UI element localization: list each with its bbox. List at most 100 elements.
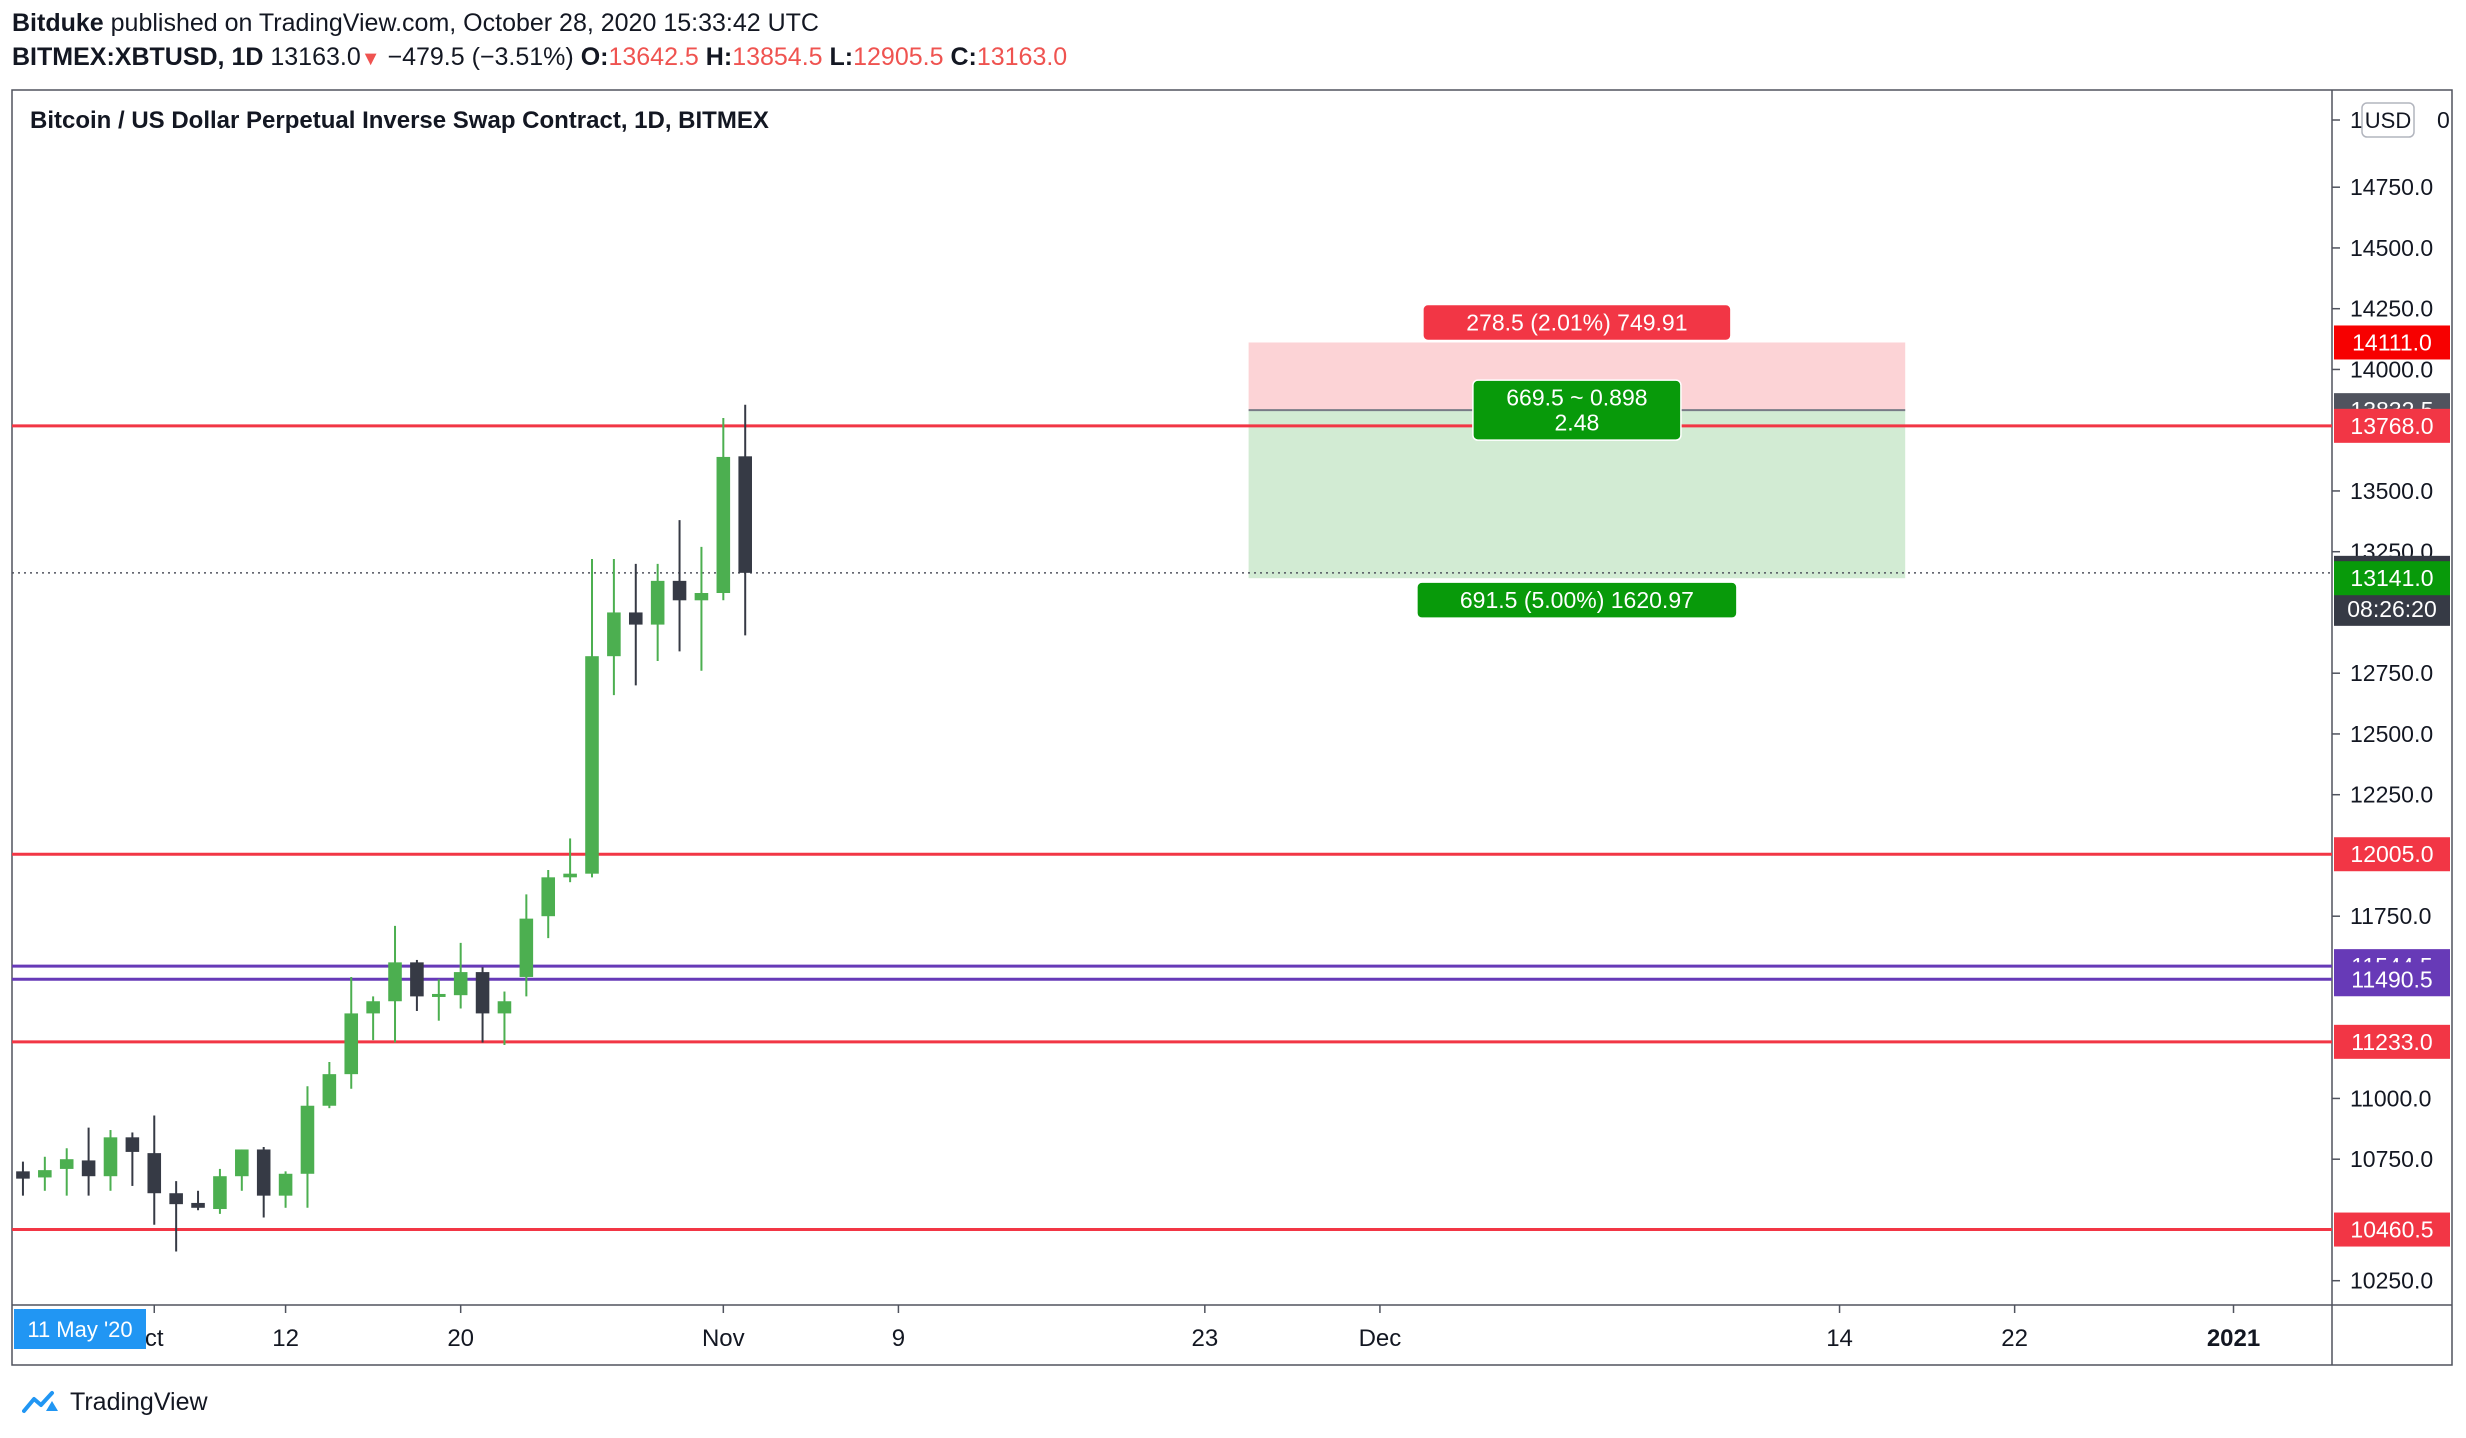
author-name[interactable]: Bitduke bbox=[12, 9, 104, 37]
open-value: 13642.5 bbox=[608, 43, 699, 71]
countdown-label bbox=[2334, 591, 2450, 626]
symbol-label: BITMEX:XBTUSD, 1D bbox=[12, 43, 264, 71]
low-value: 12905.5 bbox=[853, 43, 944, 71]
date-badge bbox=[14, 1309, 146, 1349]
candle-body bbox=[541, 877, 556, 917]
tradingview-logo-icon bbox=[22, 1391, 58, 1413]
candle-body bbox=[410, 962, 424, 997]
x-tick-label: 9 bbox=[892, 1325, 905, 1352]
candle-body bbox=[235, 1149, 249, 1177]
y-tick-label: 10250.0 bbox=[2350, 1268, 2433, 1294]
tradingview-brand-text: TradingView bbox=[70, 1387, 208, 1416]
y-tick-label: 0 bbox=[2437, 107, 2450, 133]
candle-body bbox=[694, 593, 709, 601]
candle-body bbox=[278, 1173, 293, 1196]
target-price-label-text: 13141.0 bbox=[2350, 565, 2433, 591]
candle-body bbox=[38, 1170, 52, 1178]
position-target-label-text: 691.5 (5.00%) 1620.97 bbox=[1460, 587, 1694, 613]
level-price-label bbox=[2334, 837, 2450, 872]
y-tick-label: 1 bbox=[2350, 107, 2363, 133]
candle-body bbox=[169, 1193, 183, 1205]
y-tick-label: 12750.0 bbox=[2350, 660, 2433, 686]
candle-body bbox=[453, 972, 468, 996]
y-tick-label: 14000.0 bbox=[2350, 356, 2433, 382]
candle-body bbox=[213, 1176, 227, 1210]
y-tick-label: 12500.0 bbox=[2350, 721, 2433, 747]
candle-body bbox=[475, 972, 490, 1014]
position-ratio-label-text: 669.5 ~ 0.898 bbox=[1506, 385, 1647, 411]
level-price-label-text: 11233.0 bbox=[2351, 1029, 2432, 1055]
tradingview-branding[interactable]: TradingView bbox=[22, 1382, 208, 1422]
position-stop-label[interactable] bbox=[1422, 303, 1732, 342]
candle-body bbox=[16, 1171, 30, 1179]
low-label: L: bbox=[829, 43, 854, 71]
level-price-label-text: 13768.0 bbox=[2350, 413, 2433, 439]
candle-body bbox=[672, 580, 687, 601]
candle-body bbox=[563, 873, 577, 878]
level-price-label-text: 10460.5 bbox=[2350, 1217, 2433, 1243]
candle-body bbox=[497, 1001, 512, 1014]
date-badge-text: 11 May '20 bbox=[27, 1317, 132, 1342]
position-ratio-label-text: 2.48 bbox=[1555, 410, 1600, 436]
candle-body bbox=[366, 1001, 380, 1014]
x-tick-label: Nov bbox=[702, 1325, 745, 1352]
high-label: H: bbox=[705, 43, 733, 71]
countdown-label-text: 08:26:20 bbox=[2347, 596, 2437, 622]
y-tick-label: 14500.0 bbox=[2350, 235, 2433, 261]
chart-title: Bitcoin / US Dollar Perpetual Inverse Sw… bbox=[30, 107, 769, 134]
chart-frame bbox=[11, 89, 2453, 1366]
x-tick-label: 22 bbox=[2001, 1325, 2028, 1352]
candle-body bbox=[650, 580, 665, 625]
x-tick-label: 14 bbox=[1826, 1325, 1853, 1352]
target-price-label bbox=[2334, 561, 2450, 596]
candle-body bbox=[300, 1105, 315, 1174]
currency-button-label[interactable]: USD bbox=[2365, 108, 2411, 133]
level-price-label-text: 11490.5 bbox=[2351, 966, 2432, 992]
position-ratio-label[interactable] bbox=[1472, 379, 1682, 441]
level-price-label bbox=[2334, 1212, 2450, 1247]
candle-body bbox=[388, 962, 402, 1002]
candle-body bbox=[432, 993, 446, 997]
candle-body bbox=[519, 918, 534, 977]
x-tick-label: 23 bbox=[1191, 1325, 1218, 1352]
position-target-label[interactable] bbox=[1416, 581, 1738, 619]
ohlc-legend: BITMEX:XBTUSD, 1D 13163.0 ▼ −479.5 (−3.51… bbox=[12, 42, 1067, 74]
y-tick-label: 14750.0 bbox=[2350, 174, 2433, 200]
currency-button[interactable] bbox=[2361, 102, 2415, 138]
y-tick-label: 12250.0 bbox=[2350, 782, 2433, 808]
candle-body bbox=[103, 1137, 118, 1177]
y-tick-label: 10750.0 bbox=[2350, 1146, 2433, 1172]
level-price-label bbox=[2334, 962, 2450, 997]
x-tick-label: 2021 bbox=[2207, 1325, 2260, 1352]
candle-body bbox=[59, 1159, 74, 1169]
candle-body bbox=[125, 1137, 140, 1152]
down-arrow-icon: ▼ bbox=[360, 48, 381, 70]
candle-body bbox=[585, 656, 599, 874]
candle-body bbox=[628, 612, 643, 625]
candle-body bbox=[738, 456, 752, 573]
candle-body bbox=[256, 1149, 271, 1196]
position-stop-label-text: 278.5 (2.01%) 749.91 bbox=[1466, 309, 1687, 335]
y-tick-label: 13500.0 bbox=[2350, 478, 2433, 504]
price-chart[interactable]: Bitcoin / US Dollar Perpetual Inverse Sw… bbox=[0, 0, 2466, 1370]
x-tick-label: ct bbox=[145, 1325, 164, 1352]
publish-info: Bitduke published on TradingView.com, Oc… bbox=[12, 8, 819, 38]
candle-body bbox=[344, 1013, 359, 1075]
publish-text: published on TradingView.com, October 28… bbox=[110, 9, 819, 37]
candle-body bbox=[81, 1160, 96, 1177]
level-price-label-text: 12005.0 bbox=[2350, 841, 2433, 867]
change-text: −479.5 (−3.51%) bbox=[387, 43, 574, 71]
candle-body bbox=[607, 612, 621, 657]
stop-price-label-text: 14111.0 bbox=[2352, 329, 2432, 355]
x-tick-label: 20 bbox=[447, 1325, 474, 1352]
stop-price-label bbox=[2334, 325, 2450, 360]
y-tick-label: 11000.0 bbox=[2350, 1085, 2431, 1111]
high-value: 13854.5 bbox=[732, 43, 823, 71]
open-label: O: bbox=[580, 43, 609, 71]
candle-body bbox=[322, 1074, 337, 1106]
level-price-label bbox=[2334, 408, 2450, 443]
candle-body bbox=[716, 456, 731, 594]
x-tick-label: 12 bbox=[272, 1325, 299, 1352]
x-tick-label: Dec bbox=[1359, 1325, 1402, 1352]
close-value: 13163.0 bbox=[976, 43, 1068, 71]
